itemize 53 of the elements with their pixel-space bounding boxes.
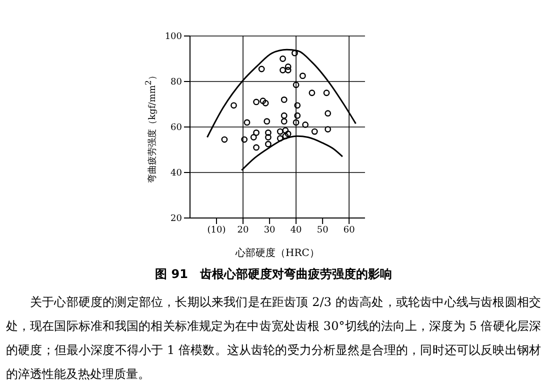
- point: [253, 129, 260, 136]
- x-axis-title: 心部硬度（HRC）: [234, 247, 320, 259]
- point: [244, 119, 250, 126]
- point: [253, 144, 260, 151]
- point: [265, 140, 272, 148]
- point: [294, 102, 301, 109]
- x-tick-label: 40: [290, 225, 302, 236]
- point: [292, 82, 300, 88]
- point: [280, 56, 286, 62]
- point: [292, 119, 300, 126]
- x-tick-label: 30: [264, 225, 276, 236]
- point: [258, 66, 265, 72]
- point: [323, 90, 330, 96]
- point: [284, 64, 292, 70]
- point: [253, 98, 260, 106]
- y-tick-label: 100: [164, 32, 182, 42]
- point: [250, 134, 257, 140]
- text: 关于心部硬度的测定部位，长期以来我们是在距齿顶 2/3 的齿高处，或轮齿中心线与齿根圆相交处，现在国际标准和我国的相关标准规定为在中齿宽处齿根 30°切线的法向上，深度为 5 倍硬化层深的硬度；但最小深度不得小于 1 倍模数。这从齿轮的受力分析显然是合理的，同时还可以反映出钢材的淬透性能及热处理质量。: [6, 294, 541, 383]
- x-tick-label: 50: [316, 225, 329, 236]
- point: [302, 122, 309, 128]
- y-tick-label: 40: [170, 168, 182, 179]
- point: [299, 72, 306, 80]
- y-tick-label: 80: [170, 78, 182, 88]
- point: [280, 96, 288, 103]
- text: 图 91 齿根心部硬度对弯曲疲劳强度的影响: [154, 266, 393, 283]
- point: [265, 129, 272, 136]
- point: [324, 126, 332, 132]
- point: [324, 110, 332, 117]
- point: [292, 50, 298, 56]
- point: [311, 128, 318, 135]
- x-tick-label: (10): [207, 225, 226, 236]
- point: [308, 90, 316, 96]
- x-tick-label: 60: [343, 225, 356, 236]
- point: [280, 118, 288, 125]
- point: [276, 128, 284, 135]
- y-tick-label: 60: [170, 123, 182, 134]
- point: [262, 100, 269, 106]
- point: [284, 66, 292, 74]
- point: [264, 118, 270, 125]
- point: [280, 66, 286, 74]
- point: [284, 130, 292, 138]
- point: [265, 134, 272, 140]
- point: [221, 136, 228, 143]
- point: [294, 112, 301, 119]
- point: [282, 132, 289, 140]
- point: [241, 136, 248, 143]
- point: [276, 135, 284, 142]
- point: [230, 102, 237, 109]
- point: [280, 112, 288, 119]
- point: [282, 127, 289, 134]
- y-tick-label: 20: [170, 214, 182, 224]
- x-tick-label: 20: [237, 225, 250, 236]
- point: [260, 98, 266, 104]
